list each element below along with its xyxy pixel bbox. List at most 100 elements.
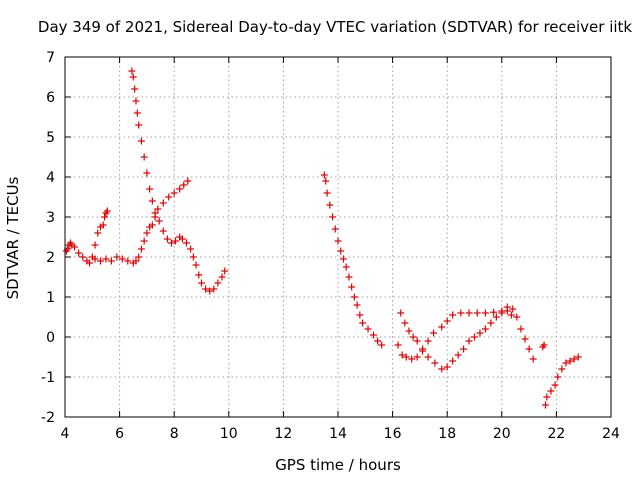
x-tick-label: 22	[547, 426, 565, 442]
data-point	[430, 329, 438, 337]
data-point	[214, 279, 222, 287]
y-tick-label: 3	[46, 210, 55, 226]
x-tick-label: 16	[384, 426, 402, 442]
data-point	[128, 67, 136, 75]
data-point	[129, 73, 137, 81]
data-point	[137, 137, 145, 145]
data-point	[465, 309, 473, 317]
data-point	[107, 257, 115, 265]
data-point	[503, 307, 511, 315]
data-point	[476, 329, 484, 337]
data-point	[159, 227, 167, 235]
data-point	[454, 351, 462, 359]
data-point	[449, 311, 457, 319]
data-point	[353, 301, 361, 309]
data-point	[334, 237, 342, 245]
y-tick-label: 5	[46, 130, 55, 146]
data-point	[345, 273, 353, 281]
data-point	[132, 97, 140, 105]
data-point	[517, 325, 525, 333]
x-tick-label: 4	[61, 426, 70, 442]
data-point	[401, 319, 409, 327]
data-point	[124, 257, 132, 265]
data-points	[62, 67, 582, 409]
data-point	[94, 229, 102, 237]
data-point	[457, 309, 465, 317]
data-point	[146, 185, 154, 193]
data-point	[339, 255, 347, 263]
x-tick-label: 14	[329, 426, 347, 442]
data-point	[182, 239, 190, 247]
data-point	[202, 285, 210, 293]
data-point	[184, 177, 192, 185]
data-point	[165, 193, 173, 201]
data-point	[471, 333, 478, 341]
data-point	[374, 337, 382, 345]
y-tick-label: 7	[46, 50, 55, 66]
data-point	[155, 217, 163, 225]
x-tick-label: 8	[170, 426, 179, 442]
data-point	[419, 345, 427, 353]
data-point	[443, 363, 451, 371]
data-point	[554, 373, 562, 381]
data-point	[322, 177, 330, 185]
x-tick-label: 20	[493, 426, 511, 442]
data-point	[206, 287, 214, 295]
data-point	[460, 345, 468, 353]
data-point	[151, 209, 159, 217]
data-point	[394, 341, 402, 349]
data-point	[487, 319, 495, 327]
data-point	[96, 257, 104, 265]
data-point	[356, 311, 364, 319]
data-point	[413, 353, 421, 361]
data-point	[529, 355, 537, 363]
y-tick-label: 2	[46, 250, 55, 266]
data-point	[187, 245, 195, 253]
data-point	[323, 189, 331, 197]
data-point	[359, 319, 367, 327]
data-point	[101, 213, 109, 221]
data-point	[163, 235, 171, 243]
data-point	[172, 237, 180, 245]
data-point	[148, 197, 156, 205]
data-point	[71, 243, 79, 251]
data-point	[543, 393, 551, 401]
data-point	[143, 169, 151, 177]
data-point	[140, 237, 148, 245]
data-point	[99, 221, 107, 229]
data-point	[337, 247, 345, 255]
data-point	[210, 285, 218, 293]
data-point	[320, 171, 328, 179]
data-point	[409, 333, 417, 341]
data-point	[192, 261, 200, 269]
data-point	[364, 325, 372, 333]
x-tick-label: 12	[274, 426, 292, 442]
data-point	[195, 271, 203, 279]
data-point	[369, 331, 377, 339]
data-point	[137, 245, 145, 253]
data-point	[135, 253, 143, 261]
data-point	[102, 255, 110, 263]
data-point	[525, 345, 533, 353]
data-point	[566, 357, 574, 365]
data-point	[449, 357, 457, 365]
data-point	[154, 205, 162, 213]
data-point	[118, 255, 126, 263]
data-point	[424, 337, 432, 345]
y-tick-label: 0	[46, 330, 55, 346]
data-point	[91, 241, 99, 249]
data-point	[521, 335, 529, 343]
data-point	[178, 235, 186, 243]
data-point	[424, 353, 432, 361]
data-point	[498, 309, 506, 317]
y-axis-label: SDTVAR / TECUs	[4, 176, 22, 299]
data-point	[159, 199, 167, 207]
data-point	[103, 207, 111, 215]
data-point	[509, 305, 517, 313]
data-point	[397, 309, 405, 317]
data-point	[413, 337, 421, 345]
x-tick-label: 24	[602, 426, 620, 442]
data-point	[79, 253, 87, 261]
